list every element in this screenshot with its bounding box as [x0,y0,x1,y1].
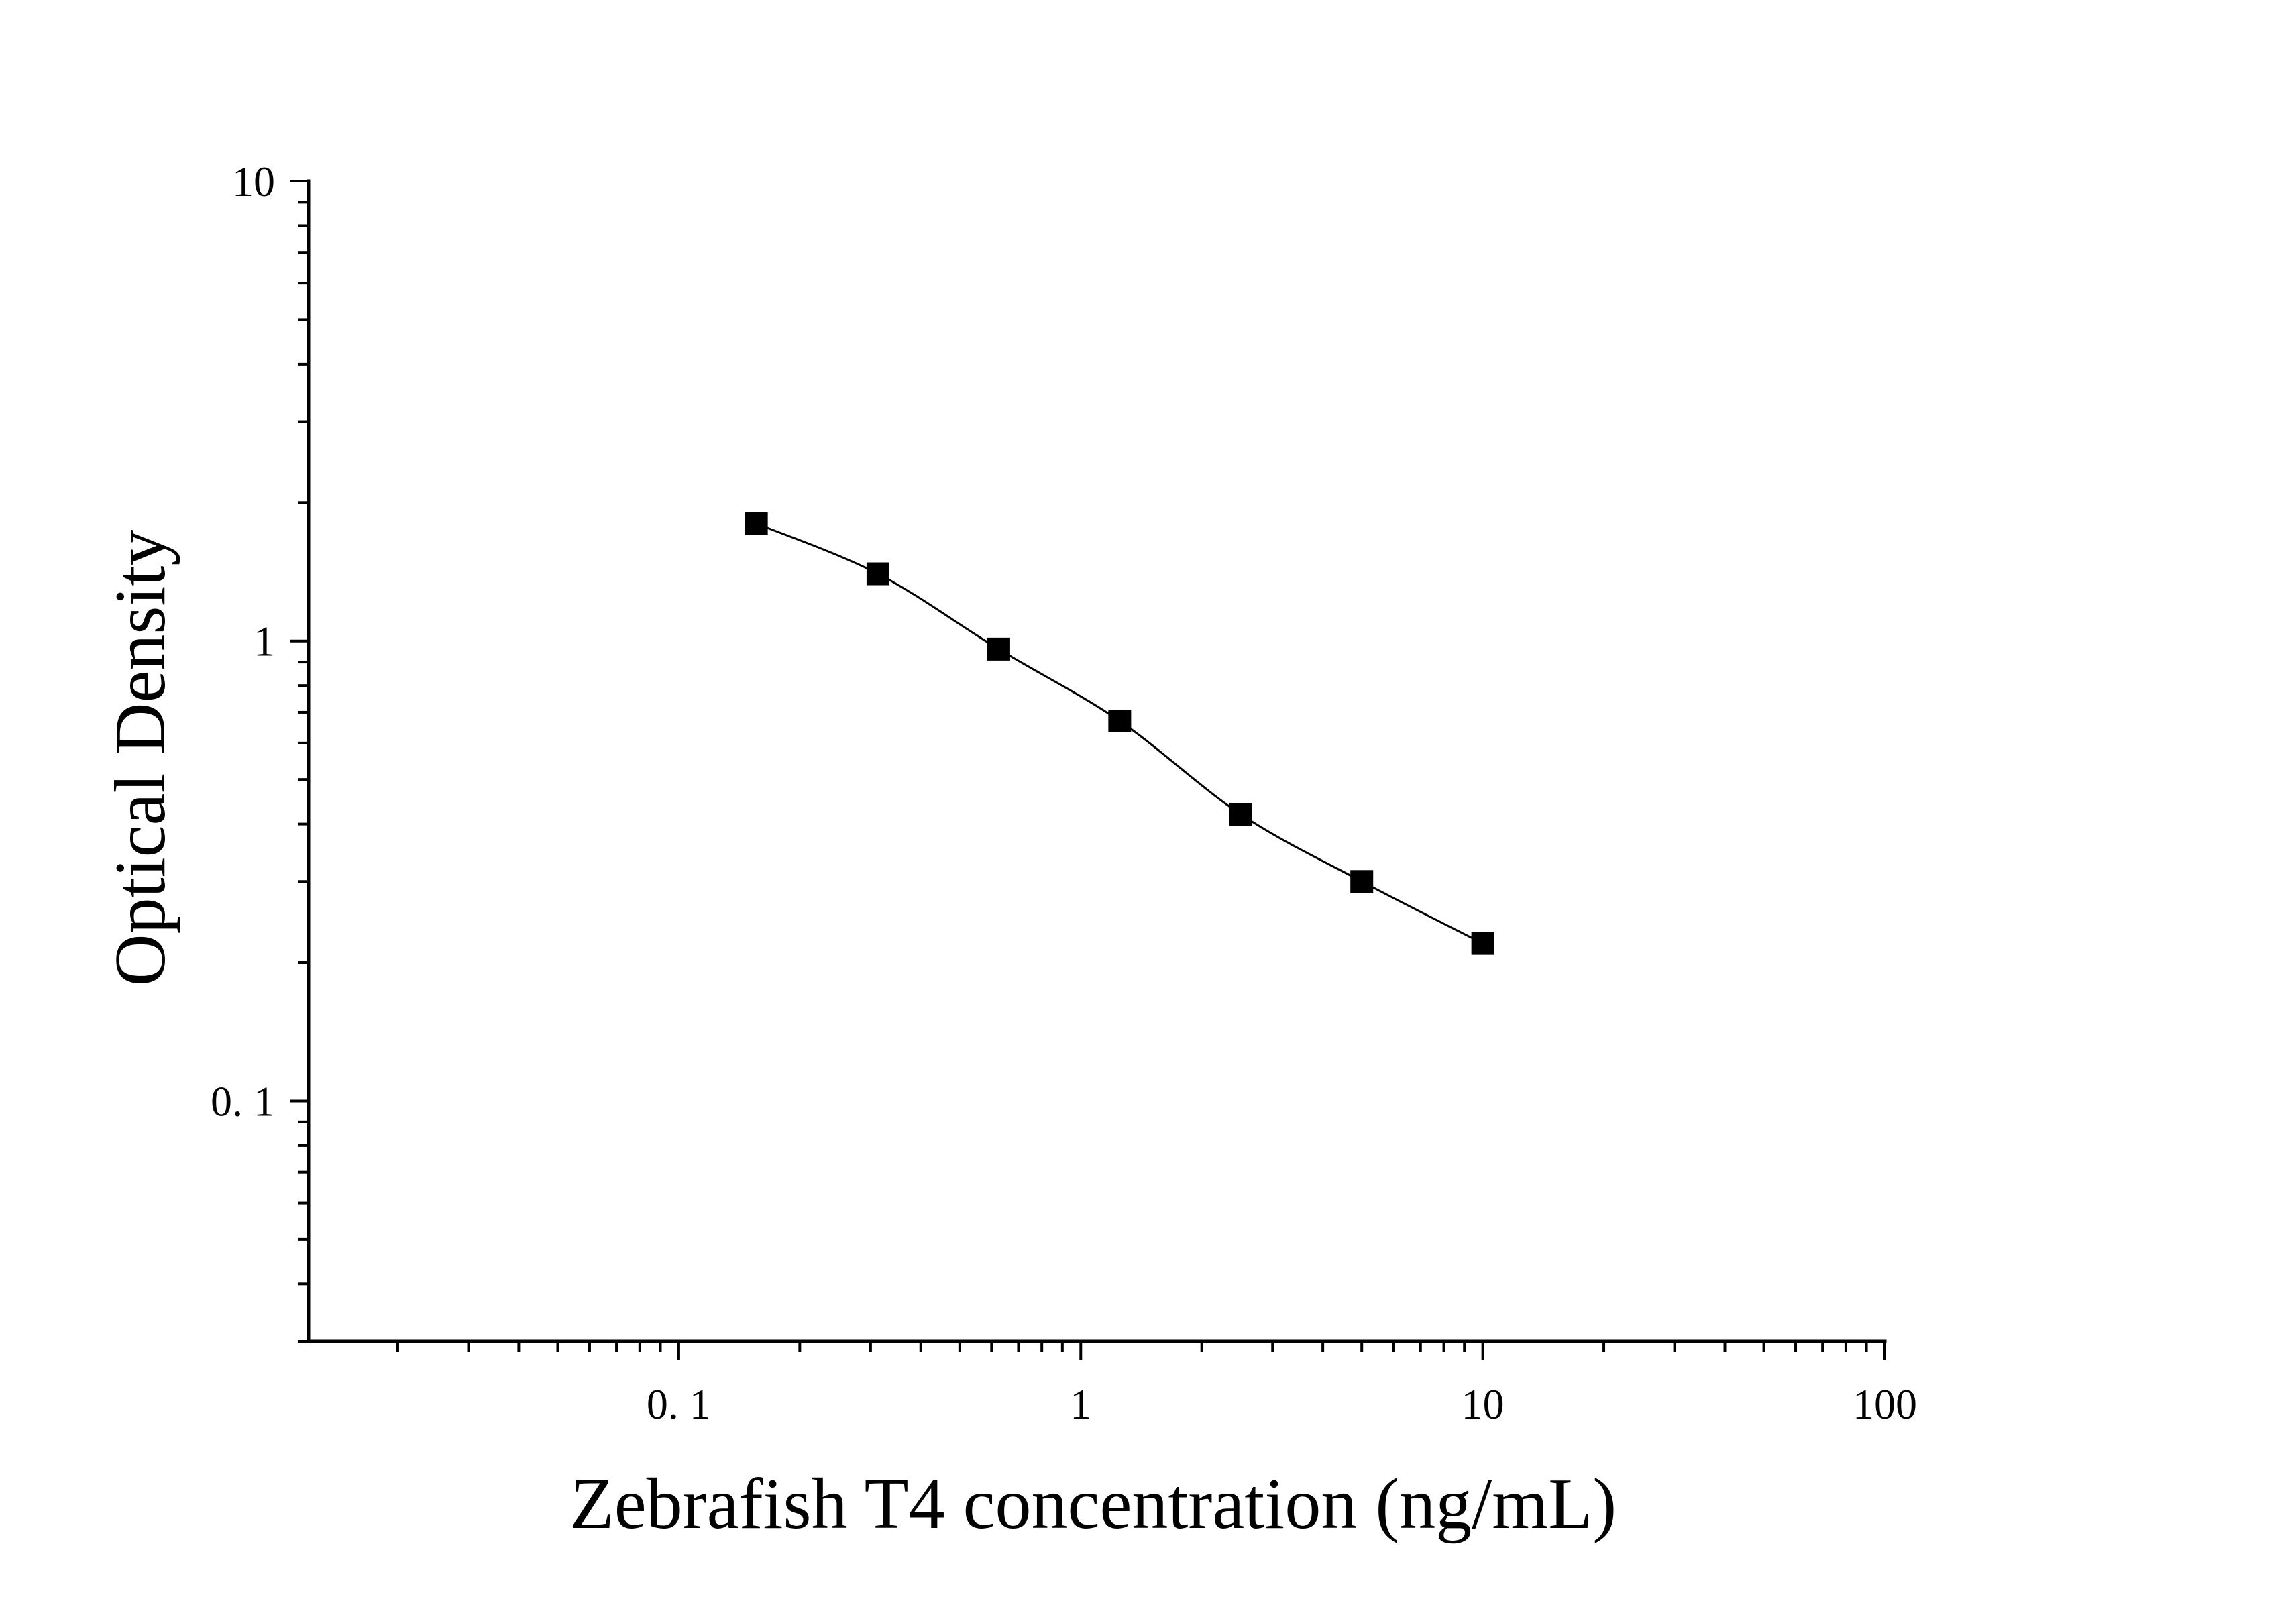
data-point [745,512,768,535]
data-point [1471,932,1494,955]
y-tick-label: 0. 1 [211,1077,275,1125]
x-tick-label: 10 [1462,1380,1505,1428]
fit-curve-layer [756,522,1484,944]
x-tick-label: 0. 1 [647,1380,711,1428]
axes: 0. 1 1 10 100 0. 1 1 10 [211,158,1917,1428]
x-tick-label: 100 [1853,1380,1917,1428]
data-point [1229,803,1252,826]
data-point [1108,709,1132,732]
x-tick-label: 1 [1070,1380,1091,1428]
y-axis-title: Optical Density [101,530,180,987]
x-axis-title: Zebrafish T4 concentration (ng/mL) [570,1464,1617,1544]
data-point [1350,870,1374,893]
y-tick-label: 10 [232,158,275,205]
data-points-layer [745,512,1494,955]
y-tick-label: 1 [254,618,275,665]
fit-curve [756,522,1484,944]
data-point [866,562,889,586]
data-point [987,637,1010,661]
